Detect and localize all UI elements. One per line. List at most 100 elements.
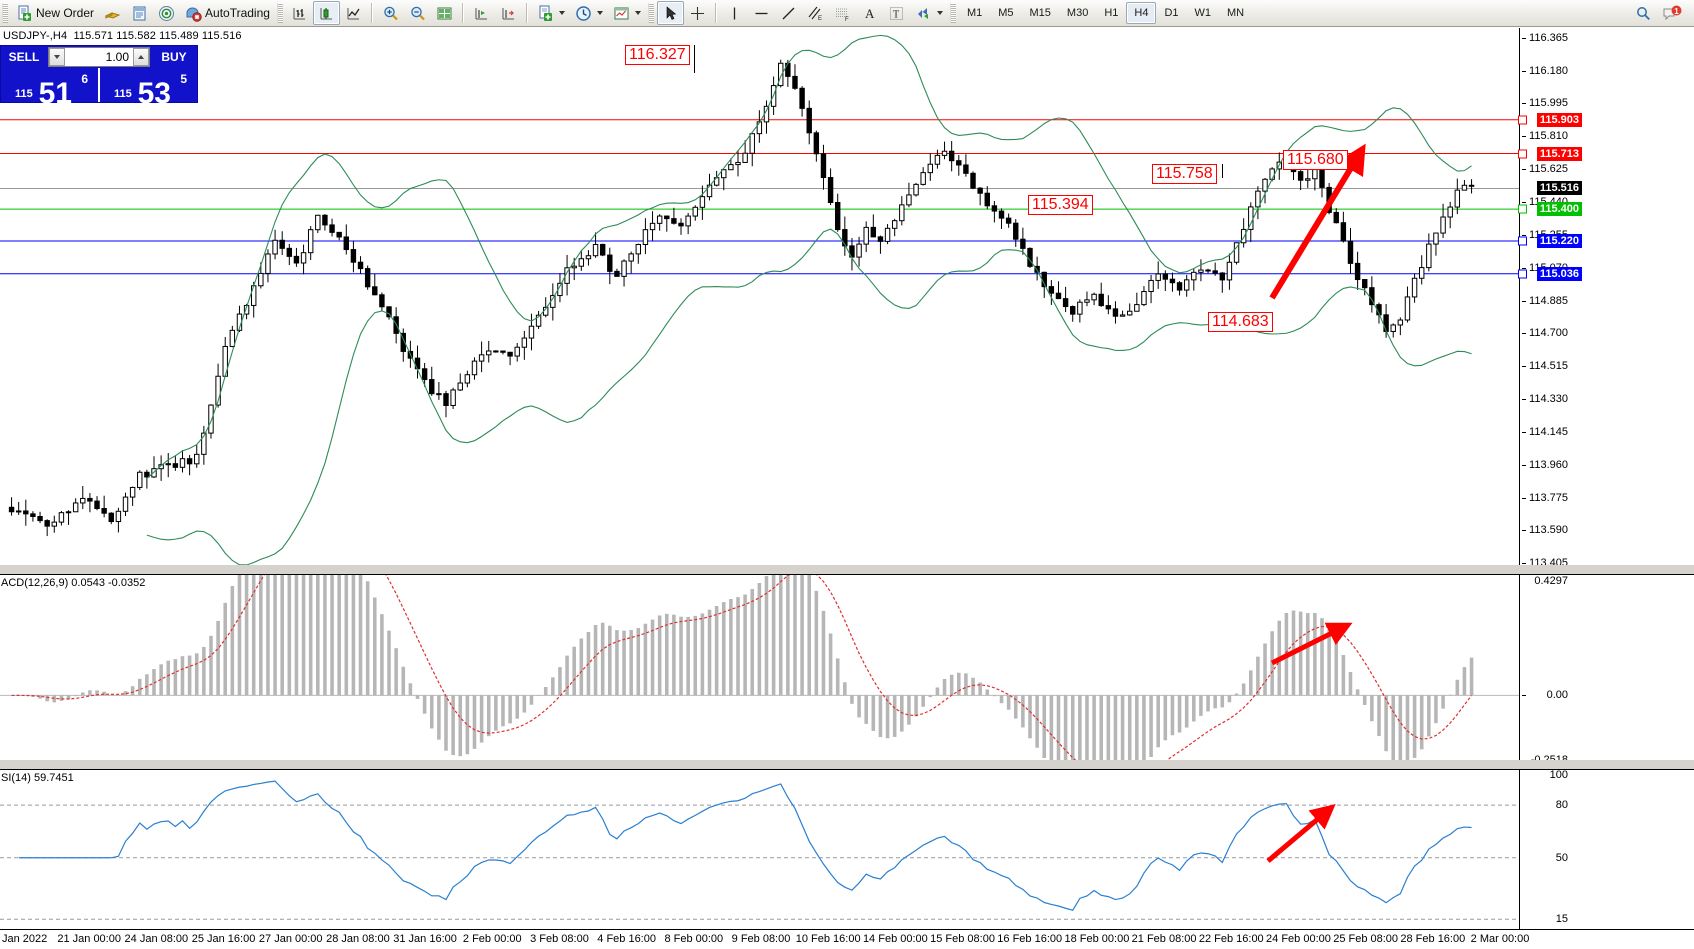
price-level-handle[interactable]: [1518, 115, 1527, 125]
timeframe-m15-button[interactable]: M15: [1029, 7, 1051, 19]
price-annotation-label[interactable]: 115.680: [1283, 150, 1348, 170]
toolbar-data-window-button[interactable]: [126, 1, 153, 25]
arrows-tool-button[interactable]: [910, 1, 948, 25]
price-level-badge-resistance[interactable]: 115.903: [1536, 112, 1582, 127]
price-chart-pane[interactable]: 116.327 115.758 115.680 115.394 114.683 116.…: [0, 28, 1694, 574]
text-tool-button[interactable]: A: [856, 1, 883, 25]
toolbar-grip-3[interactable]: [647, 3, 654, 23]
trendline-tool-button[interactable]: [775, 1, 802, 25]
text-label-tool-button[interactable]: T: [883, 1, 910, 25]
rsi-axis[interactable]: 100 80 50 15: [1519, 769, 1694, 930]
timeframe-w1-button[interactable]: W1: [1194, 7, 1212, 19]
price-annotation-label[interactable]: 114.683: [1208, 312, 1273, 332]
price-annotation-label[interactable]: 115.394: [1028, 195, 1093, 215]
price-annotation-label[interactable]: 115.758: [1152, 164, 1217, 184]
toolbar-grip-2[interactable]: [276, 3, 283, 23]
sell-button[interactable]: SELL: [8, 50, 40, 64]
bar-chart-button[interactable]: [286, 1, 313, 25]
price-axis[interactable]: 116.365 116.180 115.995 115.810 115.625 115.4…: [1518, 28, 1694, 573]
vertical-line-tool-button[interactable]: [721, 1, 748, 25]
line-chart-button[interactable]: [340, 1, 367, 25]
timeframe-m1-button[interactable]: M1: [966, 7, 983, 19]
price-level-badge-resistance[interactable]: 115.713: [1536, 146, 1582, 161]
price-level-handle[interactable]: [1518, 236, 1527, 246]
buy-button[interactable]: BUY: [161, 50, 187, 64]
volume-increment-button[interactable]: [133, 48, 149, 66]
pane-divider-1[interactable]: [0, 565, 1694, 574]
templates-dropdown-arrow[interactable]: [634, 11, 641, 15]
volume-value[interactable]: 1.00: [105, 50, 129, 64]
gold-bars-icon: [104, 5, 121, 22]
notifications-button[interactable]: 1: [1657, 1, 1688, 25]
timeframe-d1-button[interactable]: D1: [1164, 7, 1179, 19]
price-level-badge-support[interactable]: 115.036: [1536, 266, 1582, 281]
chart-ohlc: 115.571 115.582 115.489 115.516: [73, 30, 242, 42]
timeframe-h4-button[interactable]: H4: [1126, 2, 1157, 24]
price-tick-mark: [1522, 70, 1526, 72]
volume-stepper[interactable]: 1.00: [48, 47, 150, 67]
arrows-dropdown-arrow[interactable]: [936, 11, 943, 15]
chart-window-tile-button[interactable]: [431, 1, 458, 25]
timeframe-mn-button[interactable]: MN: [1227, 7, 1245, 19]
period-dropdown-arrow[interactable]: [596, 11, 603, 15]
rsi-pane[interactable]: 100 80 50 15 SI(14) 59.7451: [0, 769, 1694, 931]
candlestick-chart-button[interactable]: [312, 1, 340, 25]
rsi-plot-area[interactable]: [0, 770, 1520, 930]
price-level-handle[interactable]: [1518, 269, 1527, 279]
price-level-badge-current[interactable]: 115.516: [1536, 181, 1582, 196]
price-level-handle[interactable]: [1518, 149, 1527, 158]
new-chart-button[interactable]: [532, 1, 570, 25]
price-level-badge-pivot[interactable]: 115.400: [1536, 202, 1582, 217]
pane-divider-2[interactable]: [0, 760, 1694, 769]
new-chart-dropdown-arrow[interactable]: [558, 11, 565, 15]
new-order-button[interactable]: New Order: [11, 1, 99, 25]
notification-bubble-icon: 1: [1662, 5, 1683, 22]
search-button[interactable]: [1630, 1, 1657, 25]
horizontal-line-tool-button[interactable]: [748, 1, 775, 25]
sell-price[interactable]: 115 51 6: [1, 68, 98, 109]
macd-tick-label: 0.4297: [1534, 575, 1568, 587]
price-tick-mark: [1522, 103, 1526, 105]
timeframe-m5-button[interactable]: M5: [998, 7, 1014, 19]
macd-plot-area[interactable]: [0, 575, 1520, 768]
buy-price[interactable]: 115 53 5: [100, 68, 197, 109]
autotrading-button[interactable]: AutoTrading: [180, 1, 275, 25]
toolbar-grip[interactable]: [2, 3, 8, 23]
timeframe-h1-button[interactable]: H1: [1104, 7, 1119, 19]
cursor-tool-button[interactable]: [656, 1, 684, 25]
time-axis-label: 3 Feb 08:00: [530, 933, 589, 945]
price-tick-label: 113.590: [1529, 524, 1568, 537]
svg-text:F: F: [845, 17, 849, 22]
time-axis-label: 4 Feb 16:00: [597, 933, 656, 945]
toolbar-signals-button[interactable]: [153, 1, 180, 25]
price-annotation-label[interactable]: 116.327: [625, 45, 690, 65]
time-axis-label: Jan 2022: [2, 933, 48, 945]
one-click-trading-panel[interactable]: SELL 1.00 BUY 115 51 6 115 53 5: [0, 45, 198, 109]
zoom-in-button[interactable]: [377, 1, 404, 25]
chart-autoscroll-button[interactable]: [495, 1, 522, 25]
price-plot-area[interactable]: 116.327 115.758 115.680 115.394 114.683: [0, 28, 1520, 573]
price-level-handle[interactable]: [1518, 204, 1527, 214]
zoom-out-button[interactable]: [404, 1, 431, 25]
toolbar-separator-4: [714, 3, 717, 23]
volume-decrement-button[interactable]: [49, 48, 65, 66]
time-axis[interactable]: Jan 2022 21 Jan 00:00 24 Jan 08:00 25 Jan 1…: [0, 929, 1694, 949]
chart-shift-button[interactable]: [468, 1, 495, 25]
crosshair-tool-button[interactable]: [684, 1, 711, 25]
period-selector-button[interactable]: [570, 1, 608, 25]
rsi-tick-label: 100: [1549, 769, 1568, 781]
arrows-shapes-icon: [915, 5, 932, 22]
price-level-badge-support[interactable]: 115.220: [1536, 234, 1582, 249]
macd-tick-label: 0.00: [1546, 689, 1568, 702]
template-icon: [613, 5, 630, 22]
price-tick-mark: [1522, 464, 1526, 466]
fibonacci-icon: F: [834, 5, 851, 22]
templates-button[interactable]: [608, 1, 646, 25]
timeframe-m30-button[interactable]: M30: [1066, 7, 1089, 19]
equidistant-channel-tool-button[interactable]: E: [802, 1, 829, 25]
toolbar-expert-advisors-button[interactable]: [99, 1, 126, 25]
toolbar-grip-4[interactable]: [949, 3, 956, 23]
fibonacci-tool-button[interactable]: F: [829, 1, 856, 25]
